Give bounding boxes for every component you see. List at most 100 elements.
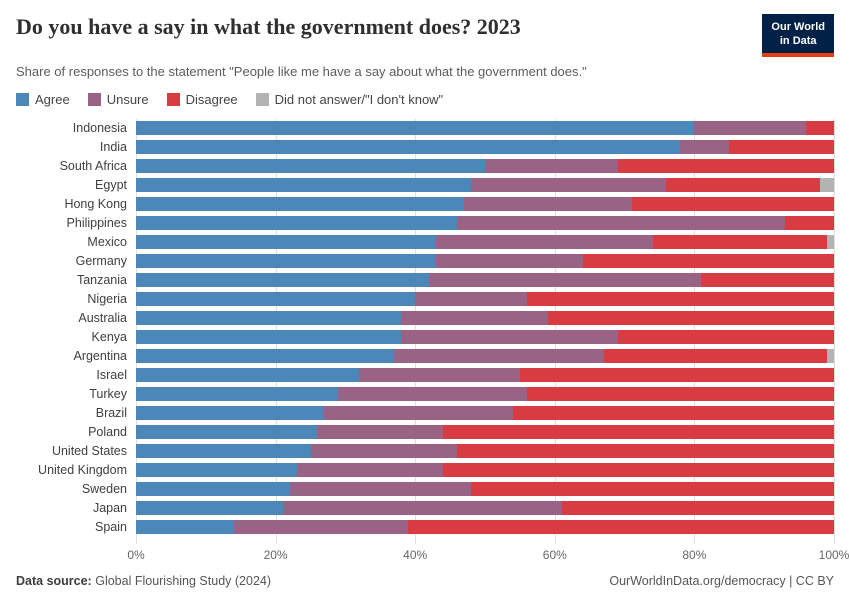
owid-logo-line2: in Data [779,35,817,48]
bar-segment-disagree[interactable] [526,292,834,307]
data-source-value: Global Flourishing Study (2024) [95,574,272,588]
bar-segment-disagree[interactable] [729,140,834,155]
bar-segment-unsure[interactable] [401,330,618,345]
bar-segment-agree[interactable] [136,501,283,516]
bar-segment-disagree[interactable] [806,121,834,136]
bar-segment-disagree[interactable] [582,254,834,269]
bar-row [136,328,834,347]
bar-segment-unsure[interactable] [310,444,458,459]
chart-subtitle: Share of responses to the statement "Peo… [16,63,587,79]
bar-segment-disagree[interactable] [457,444,834,459]
bar-segment-disagree[interactable] [547,311,834,326]
bar-segment-disagree[interactable] [617,330,834,345]
bar-segment-agree[interactable] [136,387,339,402]
bar-segment-agree[interactable] [136,406,325,421]
page-title: Do you have a say in what the government… [16,14,521,39]
bar-segment-agree[interactable] [136,463,297,478]
bar-segment-unsure[interactable] [324,406,513,421]
bar-segment-unsure[interactable] [401,311,548,326]
bar-segment-agree[interactable] [136,178,472,193]
bar-row [136,233,834,252]
bar-segment-disagree[interactable] [443,463,834,478]
stacked-bar [136,330,834,345]
bar-segment-agree[interactable] [136,254,437,269]
bar-segment-unsure[interactable] [457,216,786,231]
bar-segment-did-not-answer-i-don-t-know[interactable] [827,349,834,364]
bar-segment-did-not-answer-i-don-t-know[interactable] [820,178,834,193]
bar-segment-agree[interactable] [136,121,695,136]
x-axis-tick: 60% [542,548,567,562]
bar-row [136,442,834,461]
legend: Agree Unsure Disagree Did not answer/"I don… [16,92,834,107]
bar-segment-disagree[interactable] [652,235,827,250]
stacked-bar [136,463,834,478]
bar-segment-disagree[interactable] [471,482,834,497]
bar-segment-agree[interactable] [136,330,402,345]
owid-credit-link[interactable]: OurWorldInData.org/democracy | CC BY [609,574,834,588]
bar-segment-disagree[interactable] [408,520,834,535]
bar-segment-unsure[interactable] [464,197,632,212]
bar-segment-unsure[interactable] [694,121,807,136]
bar-row [136,404,834,423]
bar-row [136,119,834,138]
country-label: Israel [96,367,127,382]
bar-segment-disagree[interactable] [631,197,834,212]
bar-segment-unsure[interactable] [359,368,520,383]
bar-segment-agree[interactable] [136,273,430,288]
bar-segment-disagree[interactable] [603,349,827,364]
bar-segment-agree[interactable] [136,140,681,155]
bar-segment-disagree[interactable] [526,387,834,402]
country-label: Kenya [91,329,127,344]
x-axis-tick: 20% [263,548,288,562]
bar-segment-agree[interactable] [136,216,458,231]
legend-item[interactable]: Disagree [166,91,238,107]
bar-segment-unsure[interactable] [289,482,472,497]
bar-segment-unsure[interactable] [338,387,527,402]
bar-segment-unsure[interactable] [471,178,667,193]
bar-segment-agree[interactable] [136,368,360,383]
country-label: Turkey [89,386,127,401]
bar-segment-unsure[interactable] [680,140,730,155]
bar-segment-unsure[interactable] [317,425,444,440]
bar-segment-disagree[interactable] [666,178,821,193]
bar-segment-unsure[interactable] [485,159,618,174]
bar-segment-agree[interactable] [136,425,318,440]
bar-segment-agree[interactable] [136,311,402,326]
bar-segment-agree[interactable] [136,520,234,535]
bar-segment-disagree[interactable] [617,159,834,174]
bar-segment-disagree[interactable] [701,273,834,288]
bar-row [136,138,834,157]
bar-segment-unsure[interactable] [296,463,444,478]
stacked-bar [136,235,834,250]
bar-segment-unsure[interactable] [415,292,527,307]
bar-segment-disagree[interactable] [443,425,834,440]
legend-item[interactable]: Did not answer/"I don't know" [255,92,443,107]
bar-segment-disagree[interactable] [519,368,834,383]
bar-segment-agree[interactable] [136,349,395,364]
owid-logo[interactable]: Our World in Data [762,14,834,57]
legend-swatch [166,92,180,106]
chart-header: Do you have a say in what the government… [16,14,834,107]
legend-label: Disagree [185,91,238,107]
legend-item[interactable]: Unsure [87,92,149,107]
bar-segment-unsure[interactable] [436,235,653,250]
bar-segment-disagree[interactable] [561,501,834,516]
legend-item[interactable]: Agree [16,92,70,107]
bar-segment-unsure[interactable] [282,501,562,516]
bar-segment-agree[interactable] [136,197,465,212]
country-label: United Kingdom [38,462,127,477]
bar-segment-disagree[interactable] [785,216,834,231]
bar-segment-agree[interactable] [136,482,290,497]
bar-segment-unsure[interactable] [394,349,604,364]
legend-swatch [16,92,29,106]
bar-segment-unsure[interactable] [233,520,409,535]
bar-segment-agree[interactable] [136,292,416,307]
bar-segment-did-not-answer-i-don-t-know[interactable] [827,235,834,250]
stacked-bar [136,273,834,288]
bar-segment-agree[interactable] [136,159,485,174]
bar-segment-agree[interactable] [136,235,437,250]
bar-segment-unsure[interactable] [436,254,583,269]
bar-segment-unsure[interactable] [429,273,702,288]
bar-segment-disagree[interactable] [512,406,834,421]
bar-segment-agree[interactable] [136,444,311,459]
